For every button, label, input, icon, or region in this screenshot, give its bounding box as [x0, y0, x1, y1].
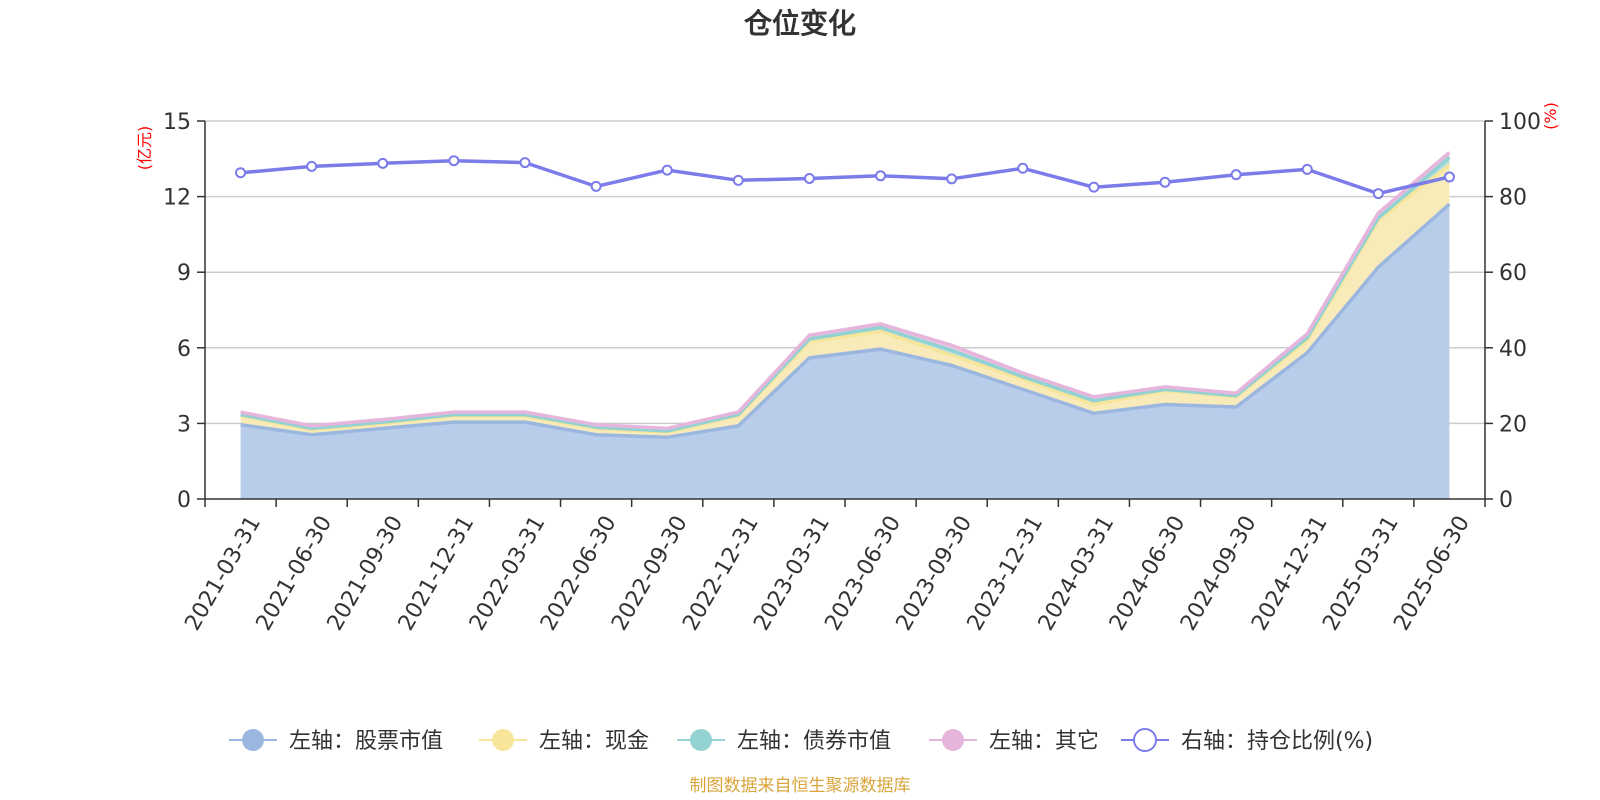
ratio-point: [946, 173, 958, 185]
x-axis-label: 2024-12-31: [1247, 512, 1333, 635]
x-axis-label: 2024-03-31: [1034, 512, 1120, 635]
x-axis-label: 2021-06-30: [252, 512, 338, 635]
x-axis-label: 2021-12-31: [394, 512, 480, 635]
data-source-note: 制图数据来自恒生聚源数据库: [690, 776, 911, 796]
right-axis-tick-label: 80: [1499, 186, 1527, 211]
x-axis-labels: 2021-03-312021-06-302021-09-302021-12-31…: [180, 512, 1474, 635]
legend-item-2: 左轴：现金: [479, 729, 649, 754]
ratio-point: [875, 170, 887, 182]
legend-item-3: 左轴：债券市值: [677, 729, 891, 754]
x-axis-label: 2022-12-31: [678, 512, 764, 635]
left-axis-tick-label: 6: [177, 337, 191, 362]
ratio-point: [661, 164, 673, 176]
left-axis-tick-label: 9: [177, 261, 191, 286]
left-axis-tick-label: 15: [163, 110, 191, 135]
left-axis-tick-label: 3: [177, 412, 191, 437]
ratio-point: [732, 174, 744, 186]
left-axis-unit: (亿元): [135, 126, 154, 171]
right-axis-tick-label: 20: [1499, 412, 1527, 437]
ratio-point: [448, 155, 460, 167]
legend-marker: [1133, 728, 1157, 752]
ratio-point: [377, 157, 389, 169]
left-axis-tick-label: 12: [163, 186, 191, 211]
x-axis-label: 2023-06-30: [820, 512, 906, 635]
ratio-point: [1230, 169, 1242, 181]
legend-label: 左轴：债券市值: [737, 729, 891, 754]
legend: 左轴：股票市值 左轴：现金 左轴：债券市值 左轴：其它 右轴：持仓比例(%): [229, 728, 1373, 754]
ratio-point: [306, 160, 318, 172]
legend-item-1: 左轴：股票市值: [229, 729, 443, 754]
area-series: [240, 151, 1451, 499]
ratio-point: [1372, 188, 1384, 200]
x-axis-label: 2021-03-31: [180, 512, 266, 635]
left-axis-tick-label: 0: [177, 488, 191, 513]
x-axis-label: 2023-03-31: [749, 512, 835, 635]
legend-marker: [492, 729, 514, 751]
ratio-line: [240, 158, 1450, 196]
x-axis-label: 2024-06-30: [1105, 512, 1191, 635]
ratio-point: [1017, 162, 1029, 174]
chart-title: 仓位变化: [744, 7, 856, 40]
right-axis-tick-label: 100: [1499, 110, 1541, 135]
legend-label: 左轴：股票市值: [289, 729, 443, 754]
x-axis-label: 2025-03-31: [1318, 512, 1404, 635]
x-axis-label: 2022-03-31: [465, 512, 551, 635]
area-line-series-1: [240, 202, 1451, 440]
area-line-series-4: [240, 151, 1451, 431]
x-axis-label: 2022-06-30: [536, 512, 622, 635]
ratio-point: [1443, 171, 1455, 183]
x-axis-label: 2023-09-30: [892, 512, 978, 635]
x-axis-label: 2022-09-30: [607, 512, 693, 635]
right-axis-tick-label: 40: [1499, 337, 1527, 362]
ratio-line-series: [235, 155, 1455, 200]
right-axis-tick-label: 60: [1499, 261, 1527, 286]
ratio-point: [590, 180, 602, 192]
legend-item-5: 右轴：持仓比例(%): [1121, 728, 1373, 754]
legend-marker: [942, 729, 964, 751]
area-line-series-3: [240, 156, 1451, 433]
legend-marker: [690, 729, 712, 751]
legend-label: 右轴：持仓比例(%): [1181, 729, 1373, 754]
ratio-point: [803, 172, 815, 184]
x-axis-label: 2021-09-30: [323, 512, 409, 635]
legend-item-4: 左轴：其它: [929, 729, 1099, 754]
ratio-point: [1301, 163, 1313, 175]
legend-label: 左轴：现金: [539, 729, 649, 754]
right-axis-unit: (%): [1541, 102, 1560, 130]
legend-label: 左轴：其它: [989, 729, 1099, 754]
ratio-point: [1159, 176, 1171, 188]
ratio-point: [519, 157, 531, 169]
x-axis-label: 2023-12-31: [963, 512, 1049, 635]
x-axis-label: 2025-06-30: [1389, 512, 1475, 635]
legend-marker: [242, 729, 264, 751]
ratio-point: [1088, 181, 1100, 193]
axes: 0 3 6 9 12 15 0 20 40 60 80 100: [163, 110, 1541, 513]
right-axis-tick-label: 0: [1499, 488, 1513, 513]
ratio-point: [235, 167, 247, 179]
x-axis-label: 2024-09-30: [1176, 512, 1262, 635]
